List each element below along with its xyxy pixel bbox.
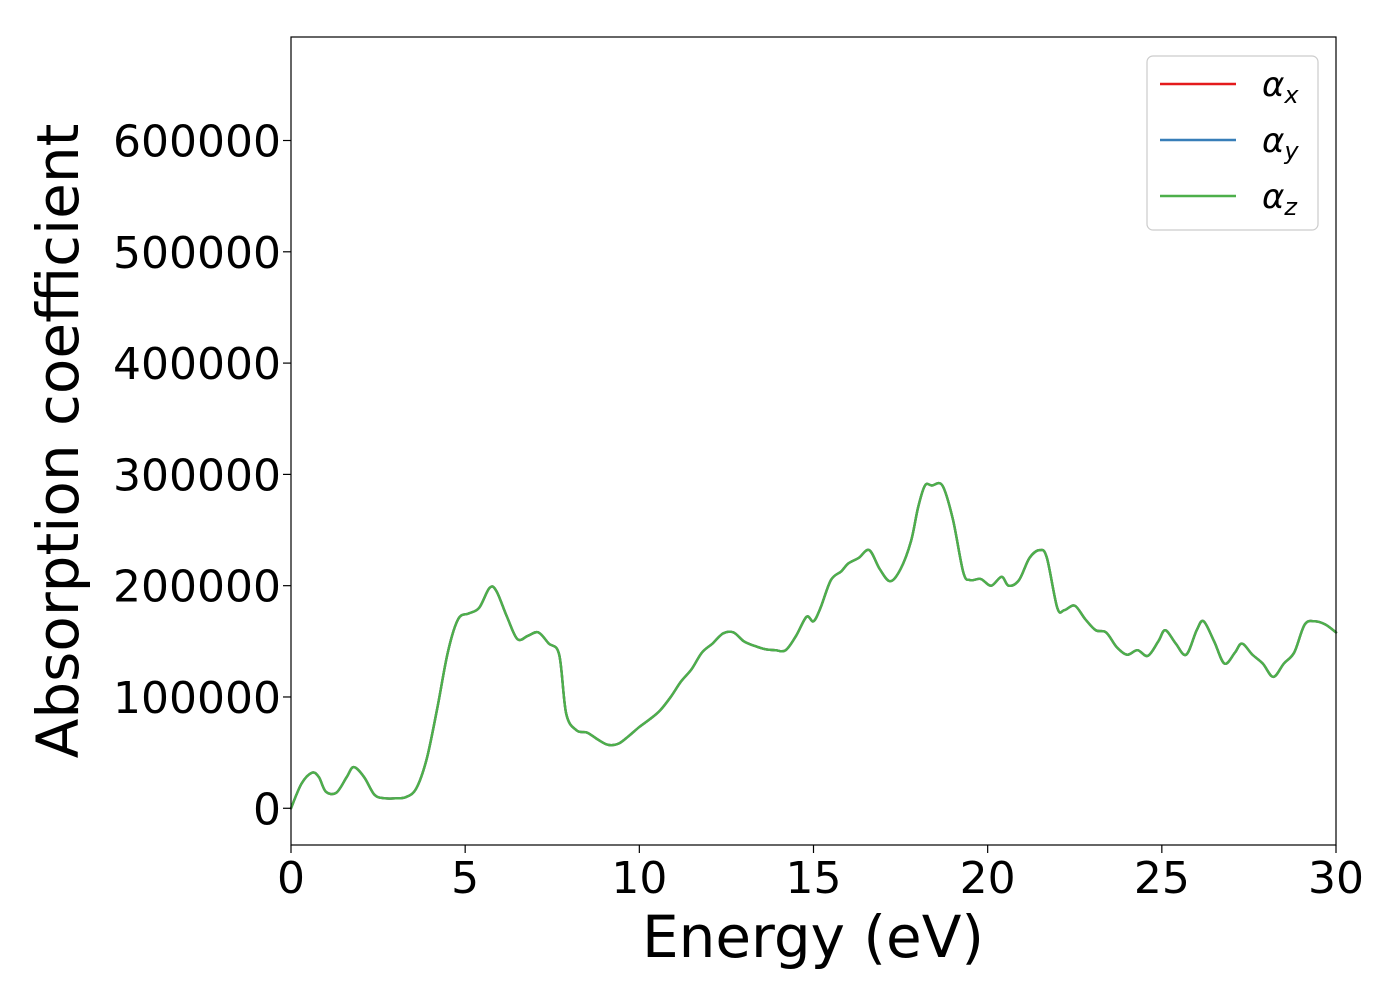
x-axis: 0 5 10 15 20 25 30 <box>277 845 1364 904</box>
x-tick-label: 10 <box>611 853 667 904</box>
x-tick-label: 20 <box>960 853 1016 904</box>
series-line-alpha-z <box>289 481 1338 810</box>
series-layer <box>289 481 1338 810</box>
legend-box <box>1146 55 1319 231</box>
y-tick-label: 100000 <box>113 673 281 724</box>
y-tick-label: 600000 <box>113 117 281 168</box>
y-tick-label: 200000 <box>113 562 281 613</box>
y-axis-label: Absorption coefficient <box>24 124 92 759</box>
legend-label-alpha-y: αy <box>1262 121 1299 165</box>
x-tick-label: 15 <box>786 853 842 904</box>
x-tick-label: 30 <box>1308 853 1364 904</box>
legend-label-alpha-x: αx <box>1262 65 1299 109</box>
y-tick-label: 300000 <box>113 450 281 501</box>
y-tick-label: 500000 <box>113 228 281 279</box>
x-tick-label: 25 <box>1134 853 1190 904</box>
y-tick-label: 400000 <box>113 339 281 390</box>
x-axis-label: Energy (eV) <box>642 903 984 971</box>
legend-label-alpha-z: αz <box>1262 177 1298 221</box>
x-tick-label: 5 <box>451 853 479 904</box>
y-tick-label: 0 <box>253 784 281 835</box>
legend: αx αy αz <box>1146 55 1319 231</box>
x-tick-label: 0 <box>277 853 305 904</box>
y-axis: 0 100000 200000 300000 400000 500000 600000 <box>113 117 291 835</box>
